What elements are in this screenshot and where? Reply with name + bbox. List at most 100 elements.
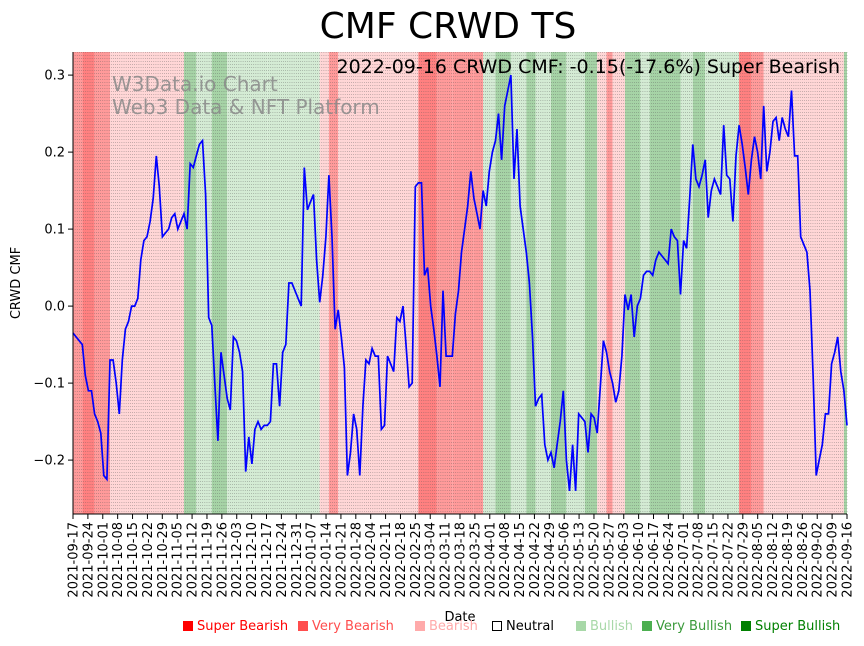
band-bearish: [338, 52, 418, 514]
y-tick-label: −0.2: [33, 454, 65, 469]
x-tick-label: 2021-11-19: [201, 522, 216, 598]
x-tick-label: 2021-09-17: [67, 522, 82, 598]
band-very-bullish: [625, 52, 640, 514]
x-tick-label: 2022-08-05: [751, 522, 766, 598]
x-tick-label: 2022-02-11: [379, 522, 394, 598]
y-tick-label: 0.1: [44, 223, 65, 238]
x-tick-label: 2022-04-08: [498, 522, 513, 598]
legend-swatch: [492, 621, 502, 631]
x-axis-ticks: 2021-09-17 2021-09-24 2021-10-01 2021-10-08…: [67, 514, 856, 598]
x-tick-label: 2022-09-09: [826, 522, 841, 598]
chart-subtitle: 2022-09-16 CRWD CMF: -0.15(-17.6%) Super…: [336, 56, 840, 78]
legend-item: Bearish: [415, 619, 478, 634]
legend-label: Very Bullish: [656, 619, 732, 634]
x-tick-label: 2022-03-04: [424, 522, 439, 598]
legend-item: Bullish: [576, 619, 633, 634]
x-tick-label: 2021-10-15: [126, 522, 141, 598]
x-tick-label: 2022-01-21: [334, 522, 349, 598]
band-bearish: [597, 52, 606, 514]
band-bearish: [110, 52, 129, 514]
band-bullish: [566, 52, 585, 514]
legend-swatch: [576, 621, 586, 631]
x-tick-label: 2021-09-24: [81, 522, 96, 598]
legend-label: Bullish: [590, 619, 633, 634]
band-very-bearish: [606, 52, 612, 514]
watermark-line-1: W3Data.io Chart: [112, 72, 278, 96]
x-tick-label: 2022-08-19: [781, 522, 796, 598]
x-tick-label: 2022-01-07: [305, 522, 320, 598]
legend-swatch: [642, 621, 652, 631]
x-tick-label: 2022-03-11: [439, 522, 454, 598]
legend: Super Bearish Very Bearish Bearish Neutral B…: [0, 619, 864, 641]
legend-label: Neutral: [506, 619, 554, 634]
x-tick-label: 2022-05-20: [588, 522, 603, 598]
band-very-bearish: [73, 52, 82, 514]
x-tick-label: 2022-01-28: [349, 522, 364, 598]
x-tick-label: 2022-05-13: [573, 522, 588, 598]
band-very-bullish: [650, 52, 681, 514]
x-tick-label: 2022-07-01: [677, 522, 692, 598]
chart-title: CMF CRWD TS: [320, 6, 577, 47]
x-tick-label: 2021-11-12: [186, 522, 201, 598]
y-tick-label: −0.1: [33, 377, 65, 392]
band-very-bearish: [437, 52, 452, 514]
x-tick-label: 2021-12-24: [275, 522, 290, 598]
x-tick-label: 2021-12-10: [245, 522, 260, 598]
x-tick-label: 2022-07-22: [721, 522, 736, 598]
band-bullish: [483, 52, 495, 514]
x-tick-label: 2022-02-18: [394, 522, 409, 598]
band-bearish: [764, 52, 813, 514]
y-tick-label: 0.3: [44, 69, 65, 84]
x-tick-label: 2021-12-03: [230, 522, 245, 598]
legend-label: Super Bullish: [755, 619, 840, 634]
legend-item: Neutral: [492, 619, 554, 634]
x-tick-label: 2022-09-02: [811, 522, 826, 598]
band-bearish: [613, 52, 625, 514]
x-tick-label: 2022-06-17: [647, 522, 662, 598]
x-tick-label: 2022-09-16: [841, 522, 856, 598]
x-tick-label: 2022-04-01: [483, 522, 498, 598]
x-tick-label: 2022-07-15: [707, 522, 722, 598]
x-tick-label: 2022-04-29: [543, 522, 558, 598]
x-tick-label: 2021-12-31: [290, 522, 305, 598]
x-tick-label: 2021-10-01: [96, 522, 111, 598]
band-bullish: [536, 52, 551, 514]
y-axis-label: CRWD CMF: [9, 247, 24, 319]
x-tick-label: 2022-06-03: [617, 522, 632, 598]
legend-item: Super Bearish: [183, 619, 288, 634]
x-tick-label: 2021-11-05: [171, 522, 186, 598]
y-axis-ticks: −0.2 −0.1 0.0 0.1 0.2 0.3: [33, 69, 73, 469]
legend-label: Bearish: [429, 619, 478, 634]
x-tick-label: 2022-07-29: [736, 522, 751, 598]
legend-item: Very Bearish: [298, 619, 394, 634]
y-tick-label: 0.2: [44, 146, 65, 161]
x-tick-label: 2021-10-29: [156, 522, 171, 598]
x-tick-label: 2022-04-15: [513, 522, 528, 598]
band-bullish: [680, 52, 692, 514]
legend-swatch: [415, 621, 425, 631]
band-bearish: [813, 52, 844, 514]
x-tick-label: 2022-08-12: [766, 522, 781, 598]
band-very-bullish: [844, 52, 847, 514]
legend-swatch: [741, 621, 751, 631]
band-very-bearish: [474, 52, 483, 514]
legend-label: Very Bearish: [312, 619, 394, 634]
x-tick-label: 2021-10-22: [141, 522, 156, 598]
x-tick-label: 2022-06-24: [662, 522, 677, 598]
legend-item: Super Bullish: [741, 619, 840, 634]
x-tick-label: 2022-03-25: [468, 522, 483, 598]
x-tick-label: 2022-05-06: [558, 522, 573, 598]
legend-swatch: [183, 621, 193, 631]
x-tick-label: 2022-02-04: [364, 522, 379, 598]
band-super-bearish: [82, 52, 94, 514]
band-very-bullish: [693, 52, 705, 514]
cmf-chart: CMF CRWD TS W3Data.io Chart Web3 Data & …: [0, 0, 864, 646]
x-tick-label: 2022-06-10: [632, 522, 647, 598]
x-tick-label: 2021-12-17: [260, 522, 275, 598]
x-tick-label: 2021-10-08: [111, 522, 126, 598]
x-tick-label: 2022-08-26: [796, 522, 811, 598]
x-tick-label: 2022-01-14: [320, 522, 335, 598]
x-tick-label: 2021-11-26: [215, 522, 230, 598]
band-bullish: [714, 52, 739, 514]
x-tick-label: 2022-03-18: [454, 522, 469, 598]
